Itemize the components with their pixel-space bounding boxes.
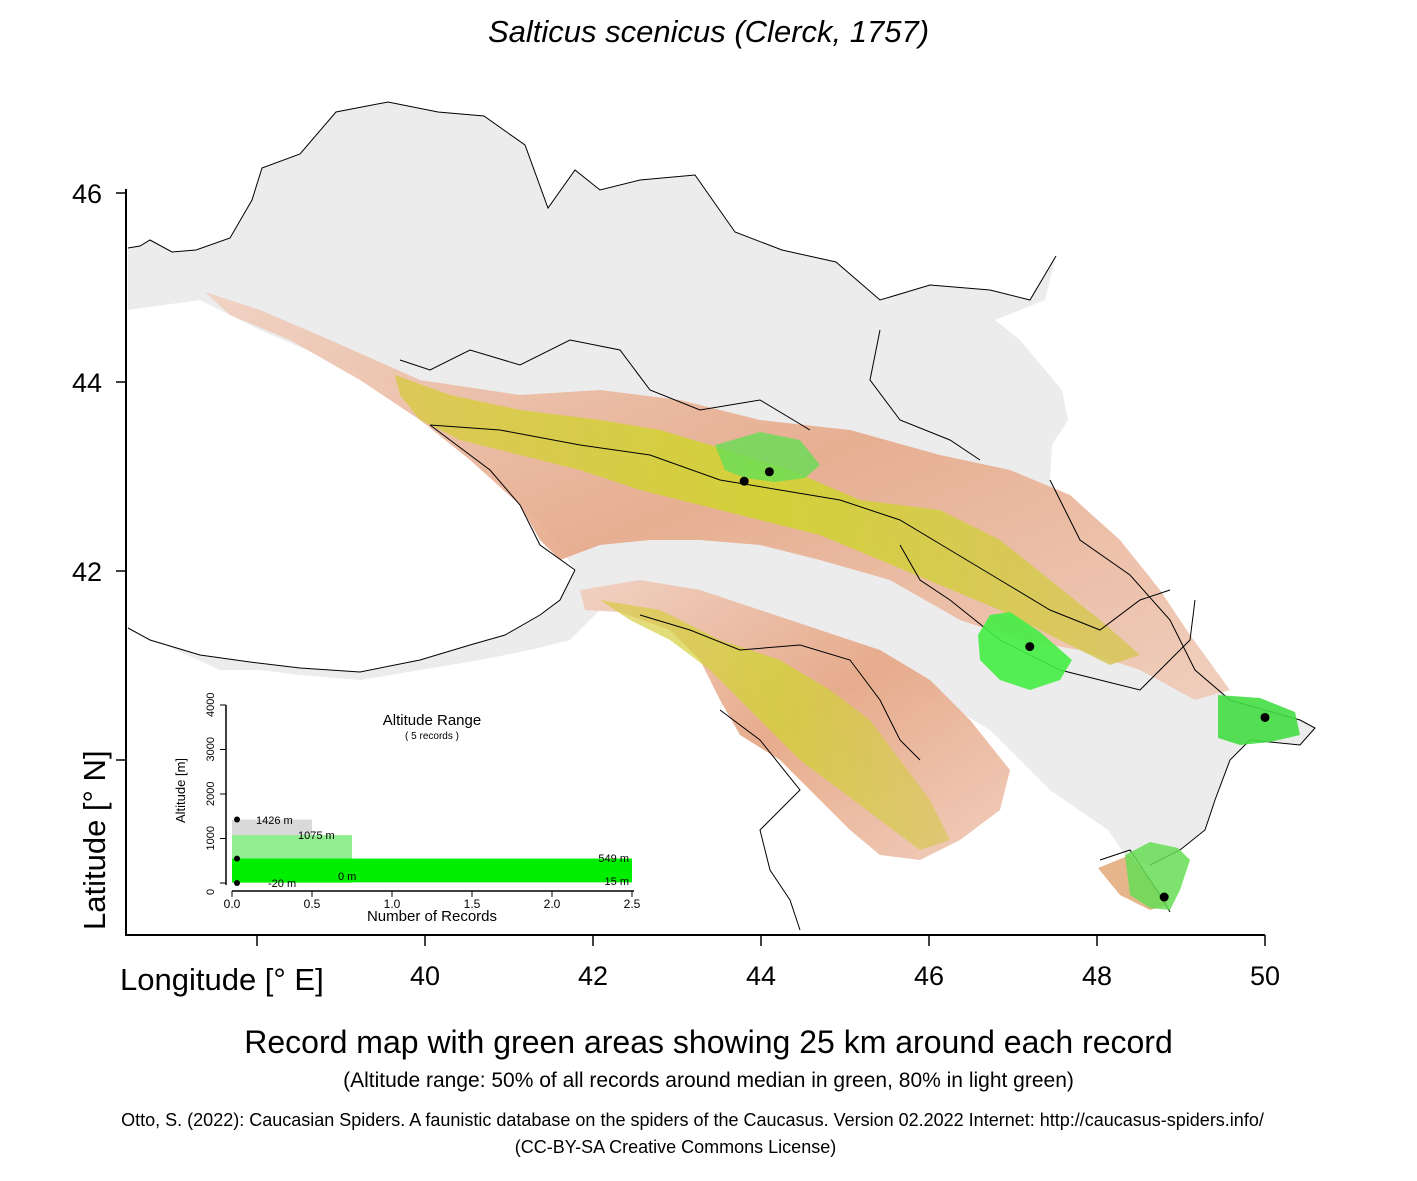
inset-x-tick-label: 2.0 [544,897,561,911]
inset-bars [232,816,632,886]
record-point [1159,892,1169,902]
political-borders [127,101,1316,931]
inset-label-median: 0 m [338,871,356,883]
record-point [1025,642,1035,652]
x-tick-label: 40 [410,961,440,991]
y-tick-label: 46 [72,179,102,209]
altitude-bar [232,819,312,883]
record-point [764,467,774,477]
inset-subtitle: ( 5 records ) [405,731,459,742]
altitude-bar [232,858,632,883]
inset-y-tick-label: 2000 [205,782,217,806]
altitude-point [234,880,240,886]
record-buffer-area [978,612,1072,690]
y-axis-ticks: 46 44 42 [72,179,126,761]
citation-line: Otto, S. (2022): Caucasian Spiders. A fa… [121,1110,1264,1130]
record-point [1260,712,1270,722]
record-buffer-area [715,432,820,482]
inset-y-tick-label: 0 [205,889,217,895]
inset-background [172,688,647,928]
lesser-caucasus-relief [580,580,1010,860]
x-tick-label: 50 [1250,961,1280,991]
inset-y-tick-label: 1000 [205,826,217,850]
inset-x-tick-label: 0.5 [304,897,321,911]
y-tick-label: 42 [72,557,102,587]
foothills-relief [205,292,1230,700]
lowland-area [128,102,1315,865]
inset-x-label: Number of Records [367,908,497,925]
y-tick-label: 44 [72,368,102,398]
caption-main: Record map with green areas showing 25 k… [244,1024,1173,1060]
inset-label-q75: 549 m [598,853,629,865]
inset-label-q25: 15 m [605,876,629,888]
caption-sub: (Altitude range: 50% of all records arou… [343,1069,1074,1092]
inset-label-max: 1426 m [256,815,293,827]
inset-label-q90: 1075 m [298,830,335,842]
x-tick-label: 44 [746,961,776,991]
record-points [739,467,1270,902]
y-axis-label: Latitude [° N] [77,750,112,930]
inset-y-label: Altitude [m] [173,758,188,823]
inset-x-tick-label: 1.0 [384,897,401,911]
record-point [739,476,749,486]
inset-x-ticks: 0.0 0.5 1.0 1.5 2.0 2.5 [224,891,641,911]
inset-label-min: -20 m [268,878,296,890]
lesser-caucasus-range [600,600,950,850]
x-tick-label: 48 [1082,961,1112,991]
x-tick-label: 46 [914,961,944,991]
inset-y-tick-label: 4000 [205,693,217,717]
x-axis-ticks: 40 42 44 46 48 50 [256,935,1280,991]
x-tick-label: 42 [578,961,608,991]
altitude-point [234,816,240,823]
inset-x-tick-label: 0.0 [224,897,241,911]
altitude-point [234,855,240,862]
x-axis-label: Longitude [° E] [120,962,324,997]
black-sea [128,300,575,672]
inset-x-tick-label: 1.5 [464,897,481,911]
record-buffer-area [1218,695,1300,745]
talysh-relief [1098,855,1168,910]
map-title: Salticus scenicus (Clerck, 1757) [487,14,930,49]
altitude-bar [232,835,352,883]
inset-x-tick-label: 2.5 [624,897,641,911]
inset-y-ticks: 0 1000 2000 3000 4000 [205,693,226,895]
altitude-inset: 0 1000 2000 3000 4000 0.0 0.5 1.0 1.5 2.0 2.5 Alt… [172,688,647,928]
inset-title: Altitude Range [383,712,481,729]
record-buffer-area [1125,842,1190,910]
inset-y-tick-label: 3000 [205,737,217,761]
greater-caucasus-range [395,375,1140,665]
license-line: (CC-BY-SA Creative Commons License) [514,1137,837,1157]
